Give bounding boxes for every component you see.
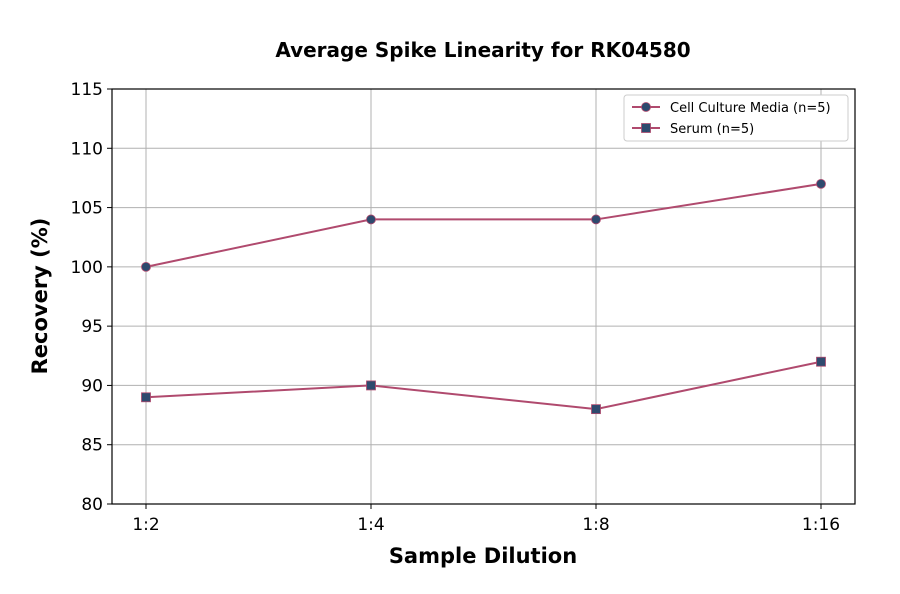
data-point xyxy=(816,356,826,367)
data-point xyxy=(366,380,376,391)
plot-area xyxy=(111,88,856,505)
y-tick-label: 115 xyxy=(71,80,103,100)
data-point xyxy=(141,392,151,403)
y-tick-label: 95 xyxy=(81,317,103,337)
legend: Cell Culture Media (n=5) Serum (n=5) xyxy=(623,94,849,142)
x-tick-label: 1:2 xyxy=(132,515,159,535)
y-tick-label: 110 xyxy=(71,139,103,159)
series-line-1 xyxy=(145,360,822,411)
data-point xyxy=(366,214,376,225)
x-axis-label: Sample Dilution xyxy=(389,544,577,568)
legend-label: Cell Culture Media (n=5) xyxy=(670,101,831,116)
legend-marker xyxy=(641,123,651,133)
y-tick-label: 85 xyxy=(81,436,103,456)
series-line-0 xyxy=(145,182,822,268)
data-point xyxy=(141,261,151,272)
data-point xyxy=(591,214,601,225)
data-point xyxy=(591,404,601,415)
y-tick-label: 90 xyxy=(81,376,103,396)
y-tick-label: 100 xyxy=(71,258,103,278)
chart-title: Average Spike Linearity for RK04580 xyxy=(275,38,690,62)
x-tick-label: 1:8 xyxy=(582,515,609,535)
y-tick-label: 80 xyxy=(81,495,103,515)
y-axis-label: Recovery (%) xyxy=(28,218,52,375)
legend-box xyxy=(623,94,849,142)
x-tick-label: 1:16 xyxy=(802,515,840,535)
data-point xyxy=(816,178,826,189)
x-tick-label: 1:4 xyxy=(357,515,384,535)
legend-label: Serum (n=5) xyxy=(670,122,754,137)
legend-marker xyxy=(641,102,651,112)
y-tick-label: 105 xyxy=(71,199,103,219)
